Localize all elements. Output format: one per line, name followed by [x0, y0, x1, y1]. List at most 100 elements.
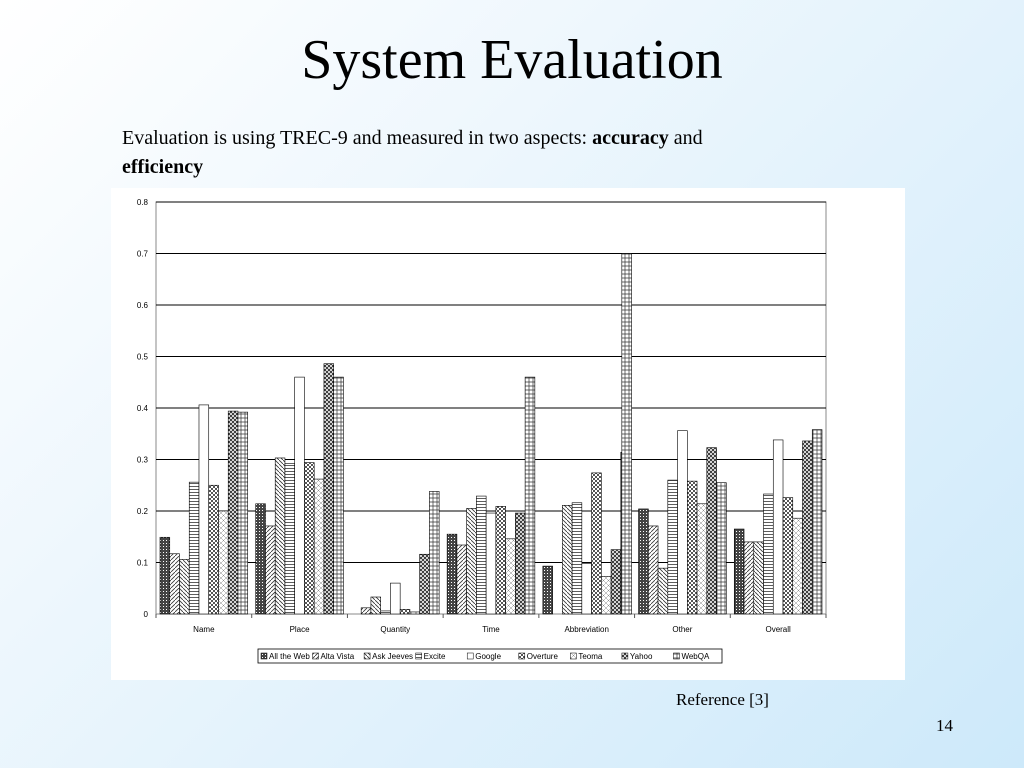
- bar-yahoo-abbreviation: [610, 549, 622, 615]
- bar-excite-abbreviation: [571, 502, 583, 615]
- legend-label-teoma: Teoma: [578, 652, 603, 661]
- and-word: and: [673, 127, 703, 149]
- efficiency-word: efficiency: [122, 156, 204, 178]
- y-tick-label: 0.2: [137, 507, 149, 516]
- chart-svg: 0 0.1 0.2 0.3 0.4 0.5 0.6 0.7 0.8 Name Place Quanti…: [137, 198, 827, 664]
- bar-webqa-other: [716, 482, 727, 615]
- bar-all-the-web-overall: [733, 528, 745, 615]
- legend-label-google: Google: [475, 652, 501, 661]
- accuracy-word: accuracy: [592, 127, 669, 149]
- slide-title: System Evaluation: [301, 29, 723, 91]
- bar-extra-abbreviation: [621, 253, 632, 615]
- bar-all-the-web-place: [255, 503, 266, 615]
- bar-google-name: [198, 404, 210, 615]
- bar-all-the-web-other: [638, 508, 649, 615]
- bar-overture-abbreviation: [591, 472, 602, 615]
- bar-webqa-time: [524, 376, 536, 615]
- x-tick-label-name: Name: [193, 625, 215, 634]
- bar-excite-overall: [763, 493, 774, 615]
- legend-label-yahoo: Yahoo: [630, 652, 653, 661]
- bar-chart: 0 0.1 0.2 0.3 0.4 0.5 0.6 0.7 0.8 Name Place Quanti…: [111, 188, 905, 680]
- y-tick-label: 0: [144, 610, 149, 619]
- bar-alta-vista-name: [169, 553, 180, 615]
- bar-google-abbreviation: [581, 563, 592, 615]
- bar-overture-place: [304, 462, 315, 615]
- bar-teoma-abbreviation: [601, 576, 612, 615]
- legend: [257, 648, 723, 664]
- legend-swatch-yahoo: [621, 652, 629, 660]
- legend-swatch-webqa: [673, 652, 680, 660]
- x-tick-label-time: Time: [482, 625, 500, 634]
- legend-label-excite: Excite: [424, 652, 446, 661]
- legend-swatch-ask-jeeves: [363, 652, 371, 660]
- bar-overture-name: [208, 484, 219, 615]
- bar-google-overall: [772, 439, 784, 615]
- bar-overture-quantity: [399, 609, 411, 615]
- y-tick-label: 0.8: [137, 198, 149, 207]
- bar-teoma-time: [505, 538, 516, 615]
- y-tick-label: 0.6: [137, 301, 149, 310]
- bar-google-place: [294, 376, 305, 615]
- page-number: 14: [936, 716, 953, 735]
- slide-subtitle: Evaluation is using TREC-9 and measured …: [122, 124, 902, 182]
- legend-swatch-alta-vista: [312, 652, 319, 660]
- bar-alta-vista-overall: [743, 541, 755, 615]
- x-tick-label-other: Other: [672, 625, 692, 634]
- legend-label-webqa: WebQA: [681, 652, 710, 661]
- legend-swatch-teoma: [570, 652, 577, 660]
- bar-excite-name: [188, 481, 200, 615]
- x-tick-label-abbreviation: Abbreviation: [564, 625, 608, 634]
- bar-teoma-quantity: [409, 611, 420, 615]
- bar-ask-jeeves-time: [466, 508, 477, 615]
- bar-alta-vista-time: [456, 544, 467, 615]
- x-tick-label-quantity: Quantity: [380, 625, 410, 634]
- bar-overture-time: [495, 506, 506, 615]
- legend-swatch-all-the-web: [260, 652, 268, 660]
- bar-webqa-place: [333, 376, 344, 615]
- y-tick-label: 0.4: [137, 404, 149, 413]
- y-tick-label: 0.3: [137, 456, 149, 465]
- bar-all-the-web-name: [159, 536, 171, 615]
- legend-swatch-excite: [415, 652, 422, 660]
- x-tick-label-place: Place: [290, 625, 311, 634]
- legend-swatch-overture: [518, 652, 526, 660]
- bar-webqa-quantity: [429, 491, 440, 615]
- bar-overture-other: [687, 480, 698, 615]
- bar-webqa-name: [237, 411, 249, 615]
- bar-ask-jeeves-abbreviation: [562, 505, 573, 615]
- x-tick-label-overall: Overall: [765, 625, 791, 634]
- y-tick-label: 0.7: [137, 250, 149, 259]
- bar-ask-jeeves-name: [179, 559, 190, 615]
- bar-alta-vista-place: [265, 525, 276, 615]
- bar-ask-jeeves-overall: [753, 541, 764, 615]
- bar-yahoo-quantity: [419, 553, 430, 615]
- legend-swatch-google: [466, 652, 474, 660]
- intro-text: Evaluation is using TREC-9 and measured …: [122, 127, 588, 149]
- bar-teoma-overall: [792, 517, 803, 615]
- bar-yahoo-name: [227, 410, 239, 615]
- bar-google-other: [677, 430, 688, 615]
- bar-alta-vista-other: [648, 525, 659, 615]
- bar-all-the-web-time: [446, 533, 458, 615]
- bar-webqa-overall: [811, 429, 823, 615]
- bar-teoma-name: [218, 510, 229, 615]
- bar-yahoo-other: [706, 447, 717, 615]
- legend-label-ask-jeeves: Ask Jeeves: [372, 652, 413, 661]
- bar-excite-place: [284, 463, 295, 615]
- bar-ask-jeeves-place: [274, 457, 286, 615]
- y-tick-label: 0.5: [137, 353, 149, 362]
- bar-google-quantity: [390, 582, 401, 615]
- legend-label-all-the-web: All the Web: [269, 652, 310, 661]
- bar-excite-time: [476, 495, 487, 615]
- bar-teoma-place: [313, 478, 325, 615]
- bar-overture-overall: [782, 497, 794, 615]
- legend-label-overture: Overture: [527, 652, 559, 661]
- bar-yahoo-place: [323, 363, 334, 615]
- bar-ask-jeeves-other: [657, 567, 669, 615]
- bar-all-the-web-abbreviation: [542, 565, 553, 615]
- bar-excite-quantity: [380, 610, 391, 615]
- bar-google-time: [485, 512, 497, 615]
- bar-yahoo-overall: [802, 440, 813, 615]
- bar-ask-jeeves-quantity: [370, 596, 381, 615]
- bar-excite-other: [667, 479, 678, 615]
